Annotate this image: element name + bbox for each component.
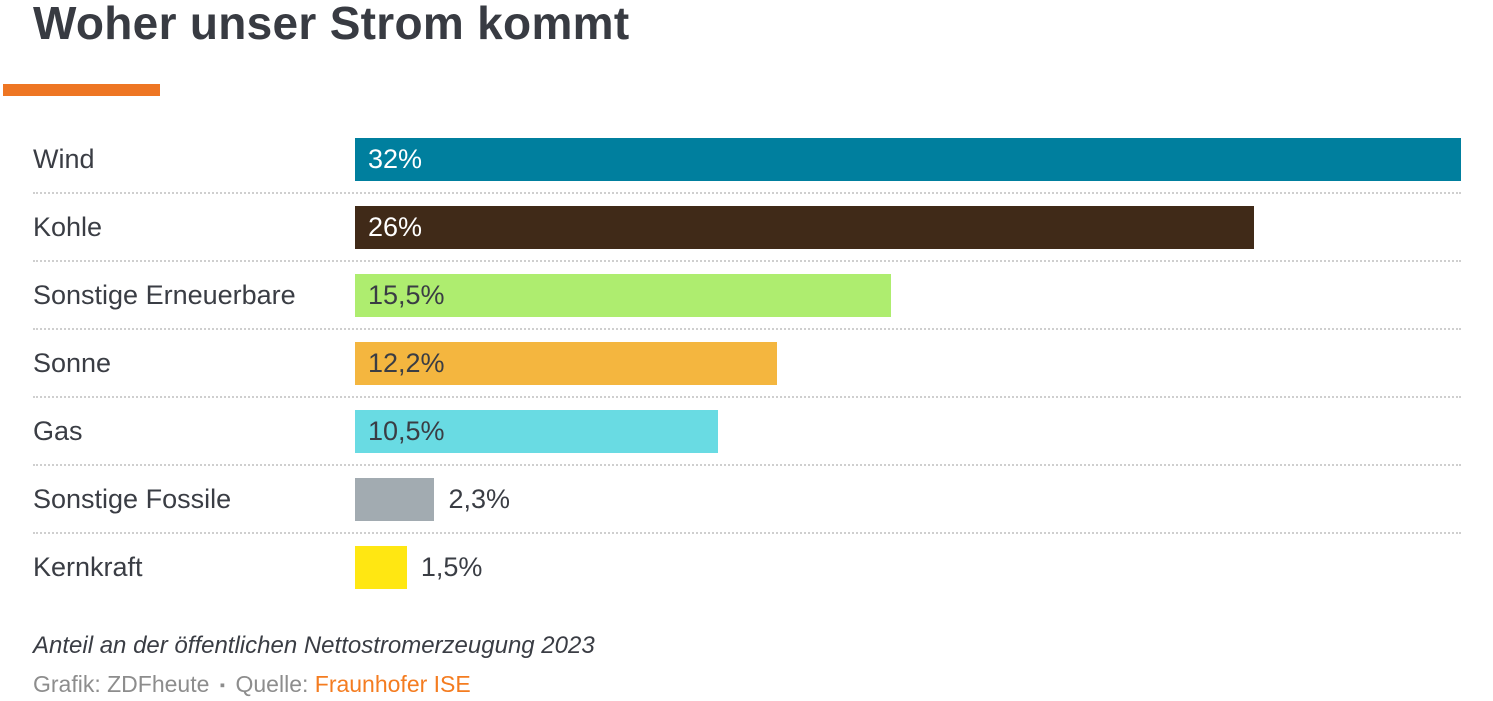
bar: 15,5% [355,273,891,317]
bar-chart: Wind 32% Kohle 26% Sonstige Erneuerbare 15,5%… [33,126,1461,600]
bar-track: 12,2% [355,341,1461,385]
chart-row: Kohle 26% [33,194,1461,262]
bar: 26% [355,205,1254,249]
chart-row: Sonstige Erneuerbare 15,5% [33,262,1461,330]
bar [355,545,407,589]
credit-grafik-text: Grafik: ZDFheute [33,671,210,697]
credit-line: Grafik: ZDFheute ▪ Quelle: Fraunhofer IS… [33,671,471,698]
title-accent-bar [3,84,160,96]
chart-note: Anteil an der öffentlichen Nettostromerz… [33,632,595,659]
value-label: 32% [368,143,423,174]
bar: 32% [355,137,1461,181]
chart-row: Sonstige Fossile 2,3% [33,466,1461,534]
value-label: 10,5% [368,415,445,446]
value-label: 15,5% [368,279,445,310]
bar-track: 26% [355,205,1461,249]
value-label: 26% [368,211,423,242]
bar: 10,5% [355,409,718,453]
value-label: 1,5% [420,551,483,582]
chart-row: Sonne 12,2% [33,330,1461,398]
bar: 12,2% [355,341,777,385]
chart-row: Wind 32% [33,126,1461,194]
category-label: Sonne [33,347,112,378]
value-label: 2,3% [448,483,511,514]
category-label: Kohle [33,211,103,242]
bar [355,477,435,521]
category-label: Sonstige Fossile [33,483,232,514]
chart-row: Gas 10,5% [33,398,1461,466]
source-link[interactable]: Fraunhofer ISE [314,671,471,697]
chart-title: Woher unser Strom kommt [33,0,630,49]
credit-quelle-label: Quelle: [235,671,309,697]
credit-separator: ▪ [219,677,226,694]
category-label: Kernkraft [33,551,143,582]
category-label: Wind [33,143,95,174]
chart-row: Kernkraft 1,5% [33,534,1461,600]
category-label: Gas [33,415,83,446]
bar-track: 2,3% [355,477,1461,521]
bar-track: 10,5% [355,409,1461,453]
bar-track: 32% [355,137,1461,181]
value-label: 12,2% [368,347,445,378]
bar-track: 15,5% [355,273,1461,317]
category-label: Sonstige Erneuerbare [33,279,296,310]
bar-track: 1,5% [355,545,1461,589]
